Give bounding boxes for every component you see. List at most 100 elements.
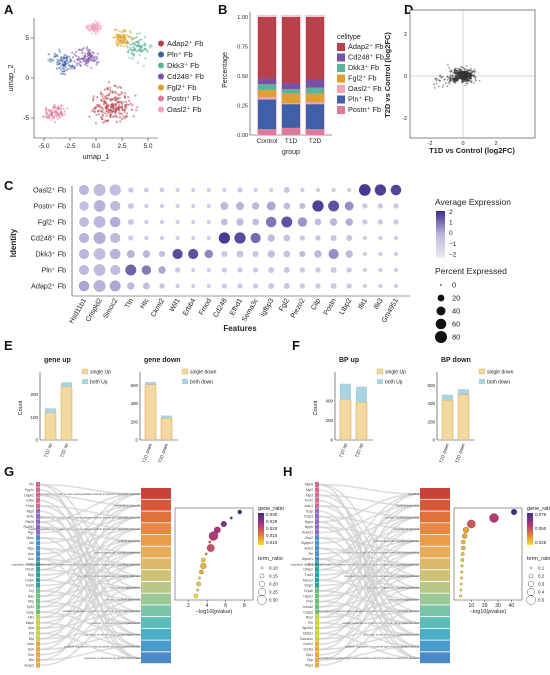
dotplot-dot (252, 250, 259, 258)
dotplot-dot (158, 266, 166, 274)
umap-cell (91, 51, 94, 54)
umap-cell (95, 55, 98, 58)
log2fc-point (472, 82, 475, 84)
sankey-term-block (141, 593, 171, 605)
dotplot-dot (79, 201, 89, 211)
dotplot-dot (93, 264, 106, 276)
sankey-gene-bar (315, 662, 319, 668)
bar-legend-label: both down (190, 380, 213, 386)
umap-cell (121, 38, 124, 42)
sankey-gene-label: Ttn (308, 552, 313, 556)
sankey-gene-bar (315, 540, 319, 546)
umap-cell (120, 44, 123, 47)
umap-cell (49, 57, 52, 61)
umap-cell (80, 49, 83, 52)
umap-cell (91, 109, 94, 112)
bar-single (160, 418, 173, 441)
sankey-gene-bar (315, 609, 319, 615)
dotplot-dot (267, 234, 275, 242)
umap-cell (50, 113, 54, 117)
sankey-flow (318, 575, 421, 635)
umap-cell (47, 53, 50, 56)
sankey-gene-bar (36, 508, 40, 514)
dotplot-dot (78, 264, 90, 276)
umap-cell (95, 61, 98, 64)
umap-cell (58, 50, 62, 54)
sankey-flow (39, 547, 142, 648)
bar-y-tick-label: 200 (325, 418, 333, 423)
umap-cell (118, 116, 122, 119)
bar-y-tick-label: 200 (30, 392, 38, 397)
sankey-term-block (420, 523, 450, 535)
umap-cell (117, 39, 120, 42)
bar-x-tick-label: T2D up (59, 442, 69, 458)
proportion-segment (282, 17, 300, 84)
umap-cell (63, 53, 66, 57)
log2fc-point (473, 68, 476, 71)
sankey-flow (318, 483, 421, 659)
sankey-gene-label: Nr4a (27, 515, 34, 519)
sankey-gene-bar (36, 524, 40, 530)
sankey-gene-label: Ankrd1 (302, 531, 313, 535)
dotplot-dot (299, 235, 306, 241)
sankey-gene-label: Smpx (304, 584, 313, 588)
umap-cell (149, 46, 152, 49)
umap-legend-label: Oasl2⁺ Fb (167, 105, 201, 114)
dotplot-dot (362, 219, 368, 225)
dotplot-column-label: Piezo2 (290, 297, 307, 319)
dotplot-dot (93, 216, 106, 228)
proportion-legend-swatch (337, 106, 345, 114)
sankey-term-block (420, 546, 450, 558)
proportion-segment (306, 129, 324, 135)
sankey-gene-label: Dsp (307, 658, 313, 662)
log2fc-point (447, 63, 449, 66)
log2fc-plot-area (409, 9, 536, 139)
sankey-flow (39, 515, 142, 612)
umap-cell (98, 104, 101, 108)
umap-cell (58, 113, 61, 116)
dotplot-row-label: Dkk3⁺ Fb (35, 250, 66, 259)
sankey-flow (318, 494, 421, 589)
bar-x-tick-label: T2D up (354, 442, 364, 458)
proportion-legend-label: Cd248⁺ Fb (348, 53, 384, 62)
enrichment-plot-area (453, 507, 523, 601)
dotplot-column-label: Htc (139, 297, 151, 310)
sankey-term-block (420, 593, 450, 605)
umap-cell (99, 27, 102, 30)
bar-legend-label: single Up (385, 370, 406, 376)
sankey-term-block (420, 488, 450, 499)
sankey-gene-bar (315, 545, 319, 551)
log2fc-point (451, 80, 454, 82)
log2fc-point (473, 71, 476, 74)
sankey-gene-bar (315, 508, 319, 514)
enrichment-dot (459, 588, 463, 592)
sankey-term-block (141, 581, 171, 593)
umap-cell (50, 111, 53, 114)
sankey-flow (39, 611, 142, 636)
sankey-gene-label: Cdkn (26, 499, 34, 503)
dotplot-dot (206, 203, 211, 209)
dotplot-dot (362, 203, 368, 209)
dotplot-dot (110, 232, 121, 244)
umap-cell (63, 110, 66, 113)
proportion-legend-label: Fgl2⁺ Fb (348, 74, 377, 83)
umap-cell (104, 119, 107, 122)
log2fc-point (452, 78, 454, 80)
umap-cell (56, 58, 59, 61)
sankey-flow (39, 526, 142, 542)
dotplot-dot (206, 235, 211, 241)
umap-cell (85, 48, 88, 51)
sankey-term-block (420, 617, 450, 628)
dotplot-dot (330, 282, 337, 290)
umap-cell (126, 50, 130, 54)
umap-cell (132, 115, 135, 118)
sankey-flow (318, 515, 421, 612)
umap-cell (130, 48, 133, 52)
umap-cell (101, 111, 104, 114)
sankey-term-block (141, 558, 171, 570)
sankey-gene-label: Myl2 (306, 488, 313, 492)
dotplot-dot (221, 267, 228, 273)
umap-cell (131, 104, 134, 107)
dotplot-dot (109, 280, 121, 292)
dotplot-dot (127, 202, 134, 210)
